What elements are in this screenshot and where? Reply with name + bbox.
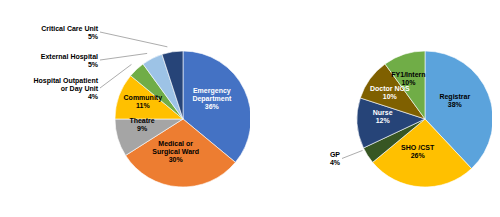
svg-text:Nurse12%: Nurse12% [373,109,393,124]
svg-text:Critical Care Unit5%: Critical Care Unit5% [41,25,99,40]
svg-text:Theatre9%: Theatre9% [129,117,154,132]
svg-text:Community11%: Community11% [124,94,163,109]
svg-text:SHO /CST26%: SHO /CST26% [401,144,435,159]
svg-text:Registrar38%: Registrar38% [439,93,470,108]
svg-text:GP4%: GP4% [330,151,341,166]
svg-text:Hospital Outpatientor Day Unit: Hospital Outpatientor Day Unit4% [33,77,98,100]
svg-text:FY1/Intern10%: FY1/Intern10% [391,71,425,86]
svg-text:EmergencyDepartment36%: EmergencyDepartment36% [192,87,232,110]
svg-text:External Hospital5%: External Hospital5% [41,53,99,68]
svg-text:Medical orSurgical Ward30%: Medical orSurgical Ward30% [152,140,199,163]
svg-text:Doctor NOS10%: Doctor NOS10% [370,85,410,100]
